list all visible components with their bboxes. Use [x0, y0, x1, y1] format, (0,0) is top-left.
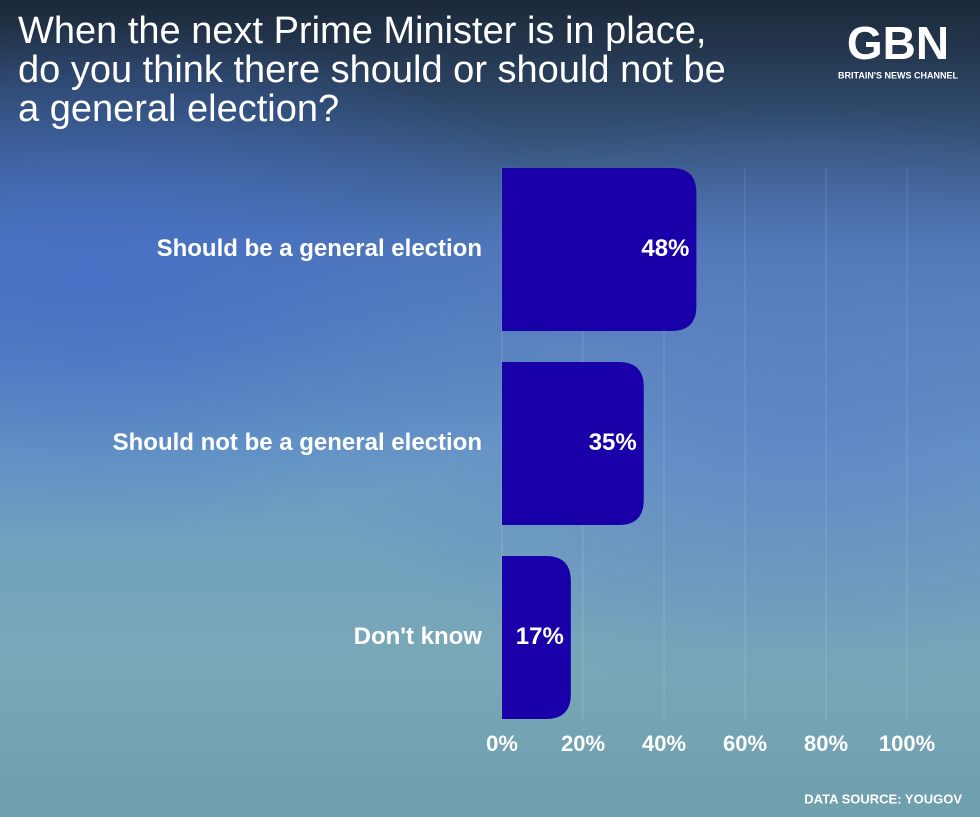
value-label: 17% — [516, 623, 564, 650]
category-label: Don't know — [354, 623, 483, 650]
bar — [502, 556, 571, 719]
category-label: Should not be a general election — [113, 429, 482, 456]
source: DATA SOURCE: YOUGOV — [804, 791, 962, 806]
chart-title: When the next Prime Minister is in place… — [18, 10, 726, 130]
bar — [502, 168, 697, 331]
category-label: Should be a general election — [157, 235, 482, 262]
value-label: 35% — [589, 429, 637, 456]
value-label: 48% — [641, 235, 689, 262]
x-tick-label: 100% — [879, 731, 935, 756]
logo: GBN — [847, 17, 949, 69]
x-tick-label: 0% — [486, 731, 518, 756]
x-tick-label: 80% — [804, 731, 848, 756]
x-tick-label: 20% — [561, 731, 605, 756]
bar — [502, 362, 644, 525]
x-tick-label: 60% — [723, 731, 767, 756]
x-tick-label: 40% — [642, 731, 686, 756]
logo-tagline: BRITAIN'S NEWS CHANNEL — [838, 70, 958, 80]
